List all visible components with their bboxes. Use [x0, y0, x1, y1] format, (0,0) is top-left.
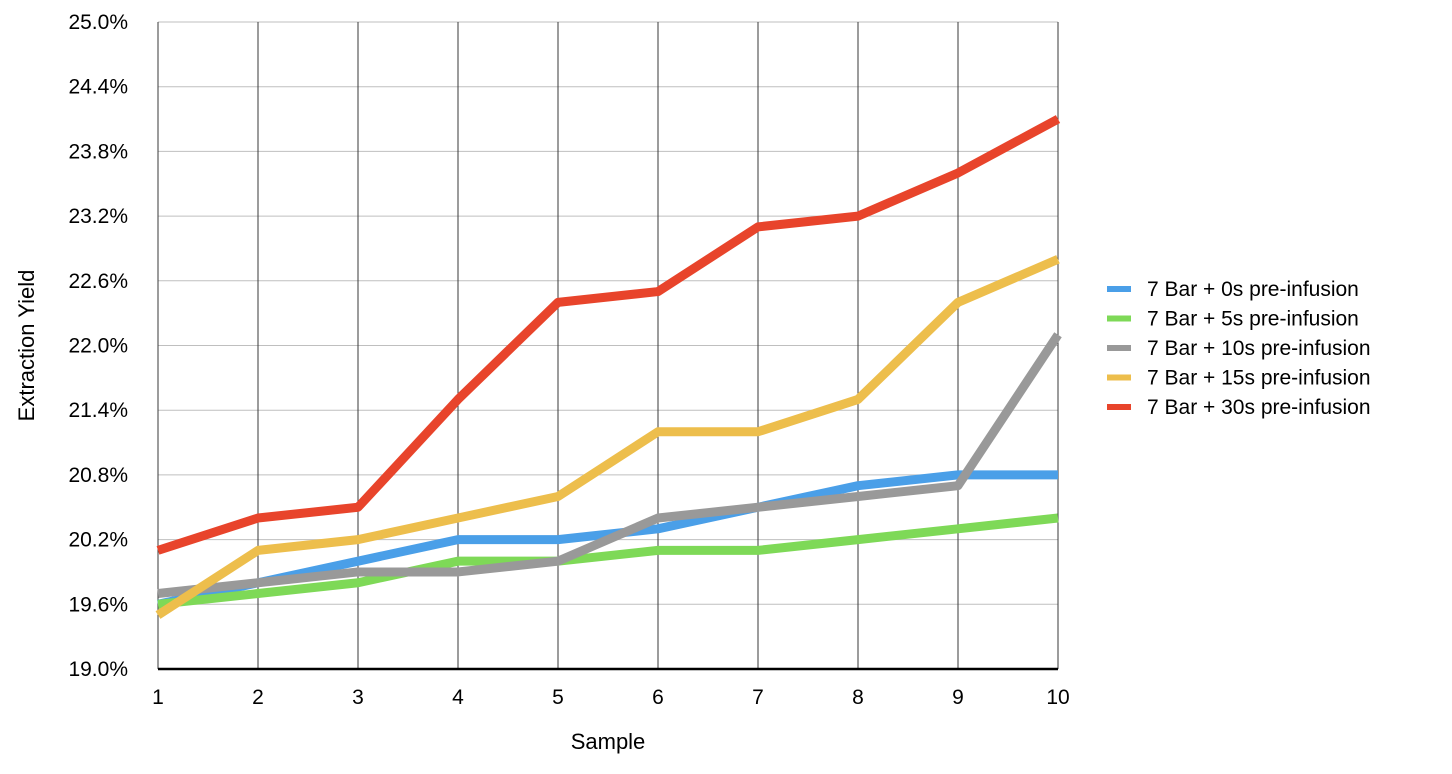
y-tick-label: 19.6% — [68, 593, 128, 616]
legend-label: 7 Bar + 5s pre-infusion — [1147, 308, 1359, 331]
legend-label: 7 Bar + 0s pre-infusion — [1147, 278, 1359, 301]
legend-label: 7 Bar + 15s pre-infusion — [1147, 367, 1371, 390]
y-axis-title: Extraction Yield — [14, 270, 39, 422]
legend-label: 7 Bar + 10s pre-infusion — [1147, 337, 1371, 360]
y-tick-label: 23.8% — [68, 140, 128, 163]
series-line-2 — [157, 513, 1059, 609]
series-line-1 — [157, 470, 1058, 609]
y-tick-label: 22.0% — [68, 335, 128, 358]
legend: 7 Bar + 0s pre-infusion 7 Bar + 5s pre-in… — [1107, 278, 1371, 419]
y-tick-label: 20.8% — [68, 464, 128, 487]
x-axis-title: Sample — [571, 729, 646, 754]
y-axis-ticks: 19.0% 19.6% 20.2% 20.8% 21.4% 22.0% 22.6% 23.2%… — [68, 11, 128, 681]
x-tick-label: 7 — [752, 686, 764, 709]
y-tick-label: 19.0% — [68, 658, 128, 681]
x-tick-label: 6 — [652, 686, 664, 709]
x-tick-label: 8 — [852, 686, 864, 709]
x-tick-label: 2 — [252, 686, 264, 709]
y-tick-label: 21.4% — [68, 399, 128, 422]
y-tick-label: 24.4% — [68, 76, 128, 99]
y-tick-label: 20.2% — [68, 529, 128, 552]
legend-label: 7 Bar + 30s pre-infusion — [1147, 396, 1371, 419]
y-tick-label: 22.6% — [68, 270, 128, 293]
series-line-3 — [157, 332, 1062, 598]
y-tick-label: 23.2% — [68, 205, 128, 228]
x-tick-label: 9 — [952, 686, 964, 709]
x-tick-label: 10 — [1046, 686, 1069, 709]
x-tick-label: 1 — [152, 686, 164, 709]
x-axis-ticks: 1 2 3 4 5 6 7 8 9 10 — [152, 686, 1070, 709]
x-tick-label: 4 — [452, 686, 464, 709]
y-tick-label: 25.0% — [68, 11, 128, 34]
series-line-4 — [155, 255, 1060, 619]
series-line-5 — [156, 115, 1061, 555]
series-lines — [155, 115, 1062, 619]
x-tick-label: 3 — [352, 686, 364, 709]
x-tick-label: 5 — [552, 686, 564, 709]
